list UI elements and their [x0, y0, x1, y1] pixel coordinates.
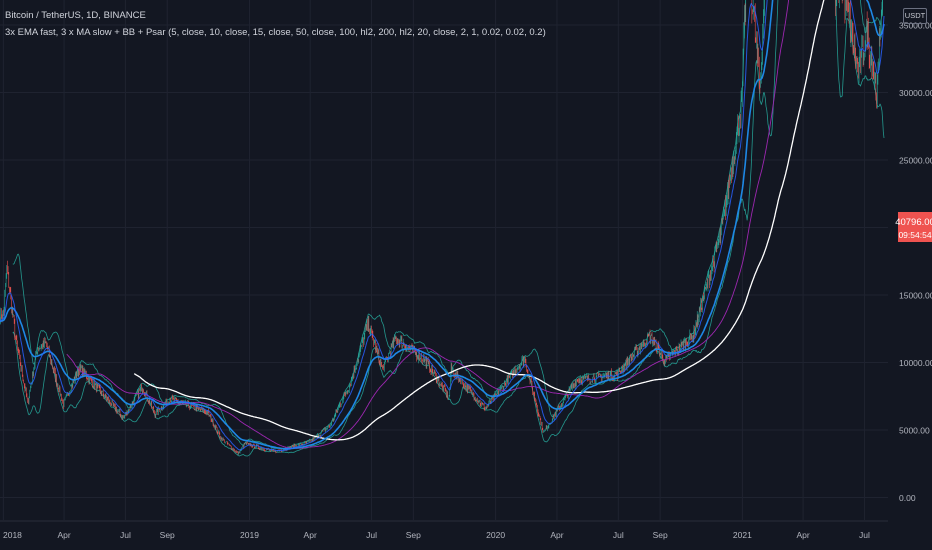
x-tick-label: Apr	[304, 530, 317, 540]
grid-lines	[0, 0, 888, 520]
x-tick-label: Sep	[160, 530, 175, 540]
moving-averages	[0, 0, 885, 452]
indicator-legend[interactable]: 3x EMA fast, 3 x MA slow + BB + Psar (5,…	[5, 27, 546, 38]
ma-100-line	[66, 0, 790, 449]
x-tick-label: Jul	[613, 530, 624, 540]
y-tick-label: 10000.00	[899, 358, 932, 368]
y-tick-label: 0.00	[899, 493, 916, 503]
currency-badge[interactable]: USDT	[903, 8, 927, 24]
ema-15-line	[0, 0, 885, 452]
x-tick-label: 2019	[240, 530, 259, 540]
y-tick-label: 35000.00	[899, 21, 932, 31]
x-tick-label: Apr	[796, 530, 809, 540]
price-label-value: 40796.00	[895, 217, 932, 228]
x-tick-label: Sep	[653, 530, 668, 540]
x-tick-label: Jul	[120, 530, 131, 540]
y-tick-label: 5000.00	[899, 426, 930, 436]
x-tick-label: Jul	[366, 530, 377, 540]
x-tick-label: 2020	[486, 530, 505, 540]
y-tick-label: 15000.00	[899, 291, 932, 301]
x-tick-label: Sep	[406, 530, 421, 540]
ma-200-line	[133, 0, 825, 441]
ma-50-line	[0, 0, 885, 450]
time-axis[interactable]: 2018 Apr Jul Sep 2019 Apr Jul Sep 2020 Apr Jul Sep 2…	[0, 520, 888, 540]
price-label-box	[898, 212, 932, 242]
x-tick-label: 2018	[3, 530, 22, 540]
y-tick-label: 30000.00	[899, 88, 932, 98]
price-label: 40796.00 09:54:54	[895, 212, 932, 242]
candles	[0, 0, 883, 455]
x-tick-label: 2021	[733, 530, 752, 540]
symbol-title[interactable]: Bitcoin / TetherUS, 1D, BINANCE	[5, 10, 146, 21]
price-label-countdown: 09:54:54	[898, 230, 931, 240]
x-tick-label: Jul	[859, 530, 870, 540]
y-tick-label: 25000.00	[899, 156, 932, 166]
x-tick-label: Apr	[550, 530, 563, 540]
x-tick-label: Apr	[57, 530, 70, 540]
